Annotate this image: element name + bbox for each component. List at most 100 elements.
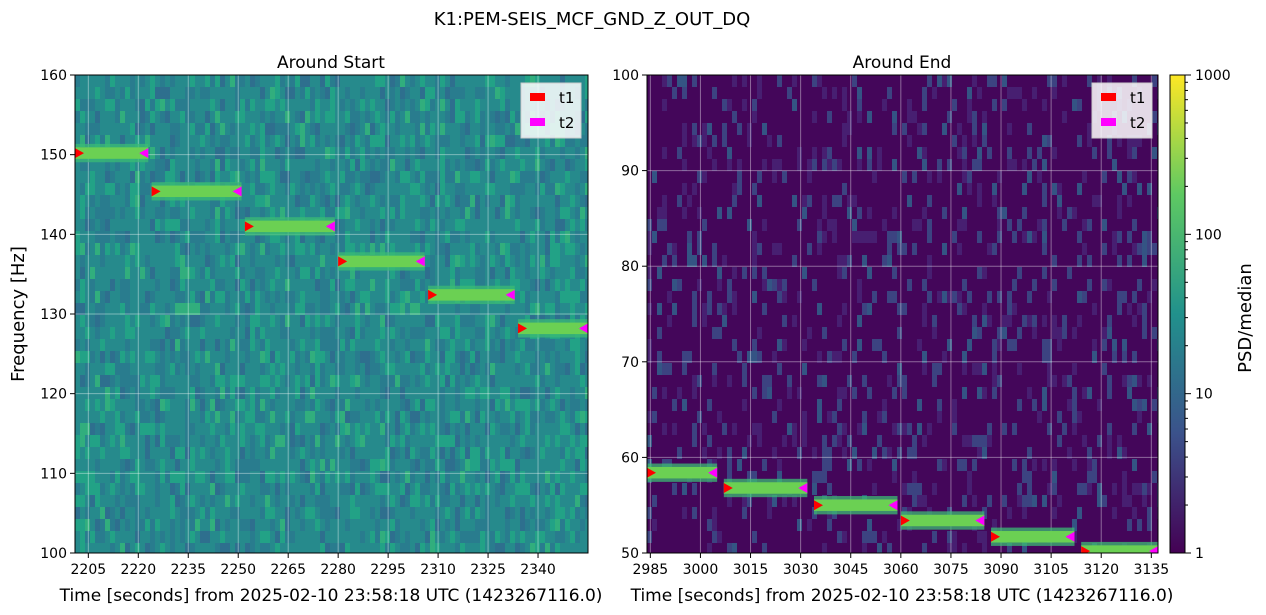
noise-cell	[295, 351, 300, 363]
noise-cell	[180, 291, 185, 303]
noise-cell	[95, 483, 100, 495]
noise-cell	[677, 279, 682, 291]
noise-cell	[490, 75, 495, 87]
noise-cell	[130, 159, 135, 171]
noise-cell	[340, 543, 345, 553]
noise-cell	[937, 399, 942, 411]
noise-cell	[490, 171, 495, 183]
noise-cell	[285, 171, 290, 183]
noise-cell	[887, 375, 892, 387]
noise-cell	[305, 303, 310, 315]
noise-cell	[270, 123, 275, 135]
noise-cell	[120, 291, 125, 303]
noise-cell	[305, 195, 310, 207]
noise-cell	[205, 507, 210, 519]
noise-cell	[90, 171, 95, 183]
noise-cell	[85, 123, 90, 135]
noise-cell	[862, 531, 867, 543]
noise-cell	[922, 495, 927, 507]
noise-cell	[215, 159, 220, 171]
noise-cell	[410, 111, 415, 123]
noise-cell	[1152, 243, 1157, 255]
noise-cell	[170, 507, 175, 519]
noise-cell	[520, 471, 525, 483]
noise-cell	[460, 135, 465, 147]
noise-cell	[1102, 363, 1107, 375]
noise-cell	[375, 399, 380, 411]
noise-cell	[952, 543, 957, 553]
noise-cell	[762, 459, 767, 471]
noise-cell	[250, 399, 255, 411]
noise-cell	[490, 183, 495, 195]
noise-cell	[250, 75, 255, 87]
noise-cell	[410, 459, 415, 471]
noise-cell	[340, 147, 345, 159]
noise-cell	[175, 267, 180, 279]
noise-cell	[1132, 351, 1137, 363]
noise-cell	[772, 279, 777, 291]
noise-cell	[380, 459, 385, 471]
noise-cell	[647, 219, 652, 231]
noise-cell	[125, 291, 130, 303]
noise-cell	[540, 375, 545, 387]
noise-cell	[265, 483, 270, 495]
noise-cell	[702, 171, 707, 183]
noise-cell	[305, 471, 310, 483]
noise-cell	[1047, 363, 1052, 375]
noise-cell	[255, 459, 260, 471]
noise-cell	[967, 99, 972, 111]
noise-cell	[545, 387, 550, 399]
noise-cell	[370, 219, 375, 231]
noise-cell	[822, 471, 827, 483]
noise-cell	[95, 327, 100, 339]
noise-cell	[560, 147, 565, 159]
noise-cell	[702, 123, 707, 135]
noise-cell	[490, 231, 495, 243]
noise-cell	[727, 471, 732, 483]
noise-cell	[697, 279, 702, 291]
noise-cell	[727, 159, 732, 171]
noise-cell	[450, 267, 455, 279]
noise-cell	[235, 279, 240, 291]
noise-cell	[445, 459, 450, 471]
noise-cell	[75, 471, 80, 483]
noise-cell	[435, 207, 440, 219]
noise-cell	[225, 447, 230, 459]
noise-cell	[657, 327, 662, 339]
noise-cell	[355, 423, 360, 435]
noise-cell	[280, 531, 285, 543]
noise-cell	[355, 351, 360, 363]
noise-cell	[757, 327, 762, 339]
noise-cell	[220, 159, 225, 171]
noise-cell	[340, 135, 345, 147]
noise-cell	[315, 375, 320, 387]
noise-cell	[110, 279, 115, 291]
noise-cell	[922, 123, 927, 135]
noise-cell	[100, 231, 105, 243]
noise-cell	[215, 75, 220, 87]
noise-cell	[647, 243, 652, 255]
marker-t2	[415, 256, 425, 267]
noise-cell	[230, 123, 235, 135]
noise-cell	[1082, 483, 1087, 495]
time-markers	[75, 148, 588, 334]
noise-cell	[240, 159, 245, 171]
noise-cell	[772, 159, 777, 171]
noise-cell	[355, 303, 360, 315]
noise-cell	[485, 231, 490, 243]
noise-cell	[1052, 375, 1057, 387]
noise-cell	[405, 291, 410, 303]
noise-cell	[340, 219, 345, 231]
noise-cell	[385, 423, 390, 435]
noise-cell	[662, 99, 667, 111]
noise-cell	[210, 99, 215, 111]
noise-cell	[570, 195, 575, 207]
noise-cell	[480, 255, 485, 267]
noise-cell	[170, 495, 175, 507]
noise-cell	[540, 267, 545, 279]
noise-cell	[280, 171, 285, 183]
noise-cell	[440, 183, 445, 195]
noise-cell	[485, 519, 490, 531]
noise-cell	[310, 303, 315, 315]
noise-cell	[847, 195, 852, 207]
